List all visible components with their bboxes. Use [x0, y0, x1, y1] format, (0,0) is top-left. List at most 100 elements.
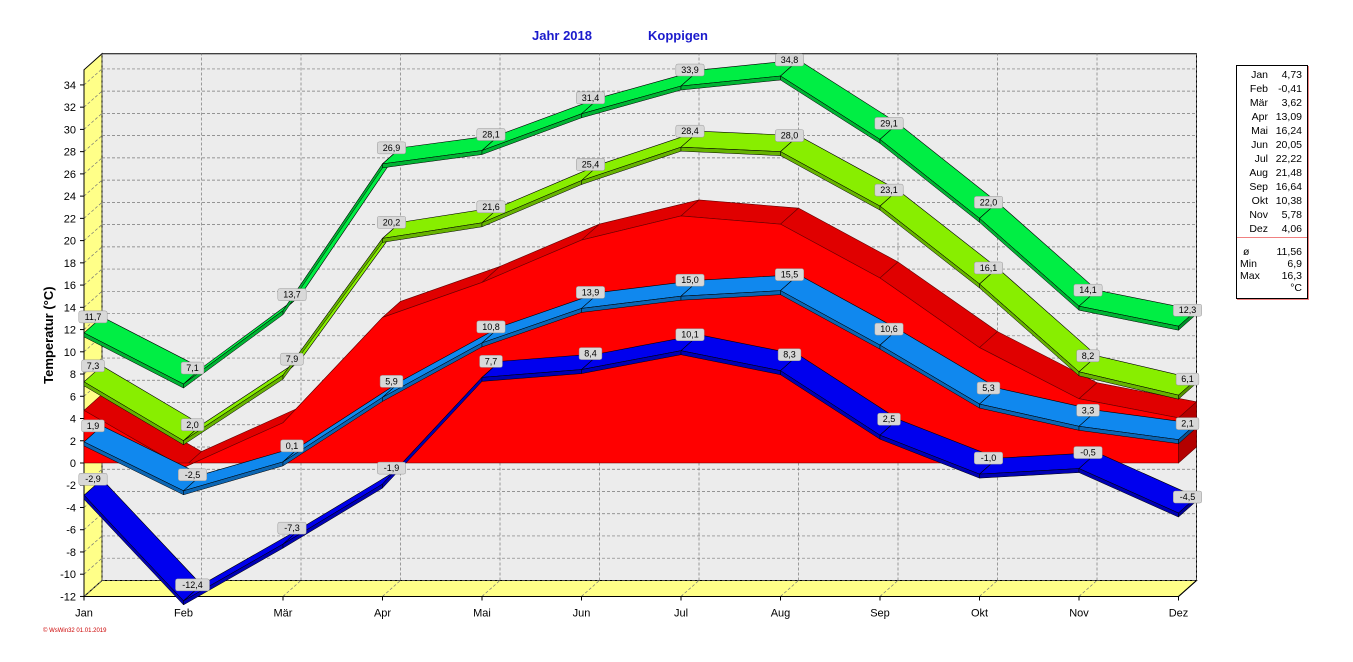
data-label: 29,1: [874, 117, 904, 130]
grid-line-side: [83, 179, 103, 197]
x-tick-label: Okt: [971, 607, 988, 619]
data-label-bg: [675, 328, 705, 341]
y-tick-label: 0: [70, 458, 76, 470]
data-label-bg: [1076, 404, 1100, 417]
grid-line-floor: [282, 580, 302, 597]
grid-line-side: [83, 90, 103, 108]
legend-value: 20,05: [1275, 139, 1302, 151]
data-label: 23,1: [874, 183, 904, 197]
data-label: 13,7: [277, 288, 307, 301]
data-label: 3,3: [1076, 404, 1100, 417]
grid-line-side: [83, 202, 103, 219]
legend-row-jun: Jun 20,05: [1237, 139, 1307, 152]
legend-row-okt: Okt 10,38: [1237, 195, 1307, 208]
data-label-bg: [180, 418, 205, 432]
software-footer: © WsWin32 01.01.2019: [43, 628, 107, 634]
data-label-text: 31,4: [582, 93, 600, 103]
data-label-bg: [775, 129, 804, 142]
legend-month: Mär: [1249, 97, 1268, 109]
series-band-0: 11,7 7,1 13,7 26,9 28,1 31,4 33,9 34,8 29,1 22,0 1…: [78, 53, 1202, 389]
data-label: 7,9: [280, 352, 304, 366]
data-label-text: 5,3: [982, 383, 995, 393]
legend-row-dez: Dez 4,06: [1237, 223, 1307, 236]
y-tick-label: 10: [64, 347, 76, 359]
data-label-text: -12,4: [182, 580, 203, 590]
mean-area-front: [83, 215, 1179, 468]
data-label: -1,0: [974, 451, 1003, 465]
chart-station-title: Koppigen: [648, 28, 708, 43]
y-tick-label: 2: [70, 436, 76, 448]
data-label-text: 7,9: [286, 354, 299, 364]
data-label: 16,1: [974, 261, 1003, 275]
legend-stat-label: ø: [1243, 246, 1250, 258]
data-label: 8,4: [578, 347, 603, 360]
data-label: 5,3: [976, 381, 1001, 395]
legend-month: Aug: [1249, 167, 1268, 179]
data-label-bg: [277, 288, 307, 301]
legend-month: Jun: [1251, 139, 1268, 151]
y-tick-label: -12: [60, 591, 76, 603]
grid-line-floor: [879, 580, 899, 597]
data-label-text: 21,6: [482, 202, 500, 212]
data-label: 6,1: [1175, 372, 1200, 386]
data-label-bg: [81, 419, 105, 433]
data-label-bg: [280, 439, 304, 453]
data-label: 12,3: [1173, 303, 1202, 317]
data-label-bg: [777, 348, 802, 361]
data-label: -12,4: [175, 578, 210, 592]
data-label-bg: [178, 468, 207, 482]
data-label-bg: [974, 196, 1003, 209]
data-label-bg: [578, 347, 603, 360]
legend-row-min: Min 6,9: [1237, 258, 1307, 271]
data-label-text: 28,0: [781, 131, 799, 141]
data-label-text: 34,8: [781, 55, 799, 65]
data-label-bg: [379, 375, 404, 388]
data-label: 2,1: [1175, 417, 1200, 430]
data-label-bg: [576, 158, 605, 171]
grid-line-floor: [979, 580, 998, 597]
data-label-bg: [1173, 490, 1202, 504]
data-label-bg: [675, 273, 705, 287]
legend-value: 10,38: [1275, 195, 1302, 207]
data-label-text: 8,4: [584, 349, 597, 359]
y-tick-label: 28: [64, 147, 76, 159]
grid-line-floor: [382, 580, 401, 597]
data-label: -4,5: [1173, 490, 1202, 504]
grid-line-side: [83, 68, 103, 86]
legend-row-sep: Sep 16,64: [1237, 181, 1307, 194]
data-label-text: 2,1: [1181, 419, 1194, 429]
data-label: 28,4: [675, 124, 705, 138]
data-label-bg: [81, 359, 105, 373]
data-label: 28,1: [476, 128, 506, 141]
data-label: 0,1: [280, 439, 304, 453]
grid-line-side: [83, 535, 103, 553]
data-label-text: 1,9: [87, 421, 100, 431]
x-tick-label: Mär: [274, 607, 293, 619]
y-tick-label: 34: [64, 80, 76, 92]
y-tick-label: -6: [66, 525, 76, 537]
data-label-text: 28,4: [681, 126, 699, 136]
data-label-bg: [976, 381, 1001, 395]
grid-line-side: [83, 291, 103, 308]
legend-row-max: Max 16,3: [1237, 270, 1307, 283]
data-label: 8,3: [777, 348, 802, 361]
legend-row-mai: Mai 16,24: [1237, 125, 1307, 138]
x-axis: Jan Feb Mär Apr Mai Jun Jul Aug Sep Okt Nov Dez: [75, 595, 1188, 619]
data-label-bg: [1173, 303, 1202, 317]
data-label-text: 7,3: [87, 361, 100, 371]
data-label-text: 8,3: [783, 350, 796, 360]
legend-row-unit: °C: [1237, 282, 1307, 295]
grid-line-floor: [1078, 580, 1098, 597]
chart-floor: [82, 579, 1198, 597]
legend-month: Mai: [1251, 125, 1268, 137]
series-mean-area: [83, 199, 1198, 468]
data-label-bg: [280, 352, 304, 366]
grid-line-side: [83, 135, 103, 152]
data-label: 8,2: [1076, 349, 1100, 363]
y-tick-label: -4: [66, 502, 76, 514]
y-tick-label: 6: [70, 391, 76, 403]
data-label-bg: [874, 322, 904, 336]
legend-row-aug: Aug 21,48: [1237, 167, 1307, 180]
x-tick-label: Sep: [870, 607, 890, 619]
y-tick-label: 26: [64, 169, 76, 181]
